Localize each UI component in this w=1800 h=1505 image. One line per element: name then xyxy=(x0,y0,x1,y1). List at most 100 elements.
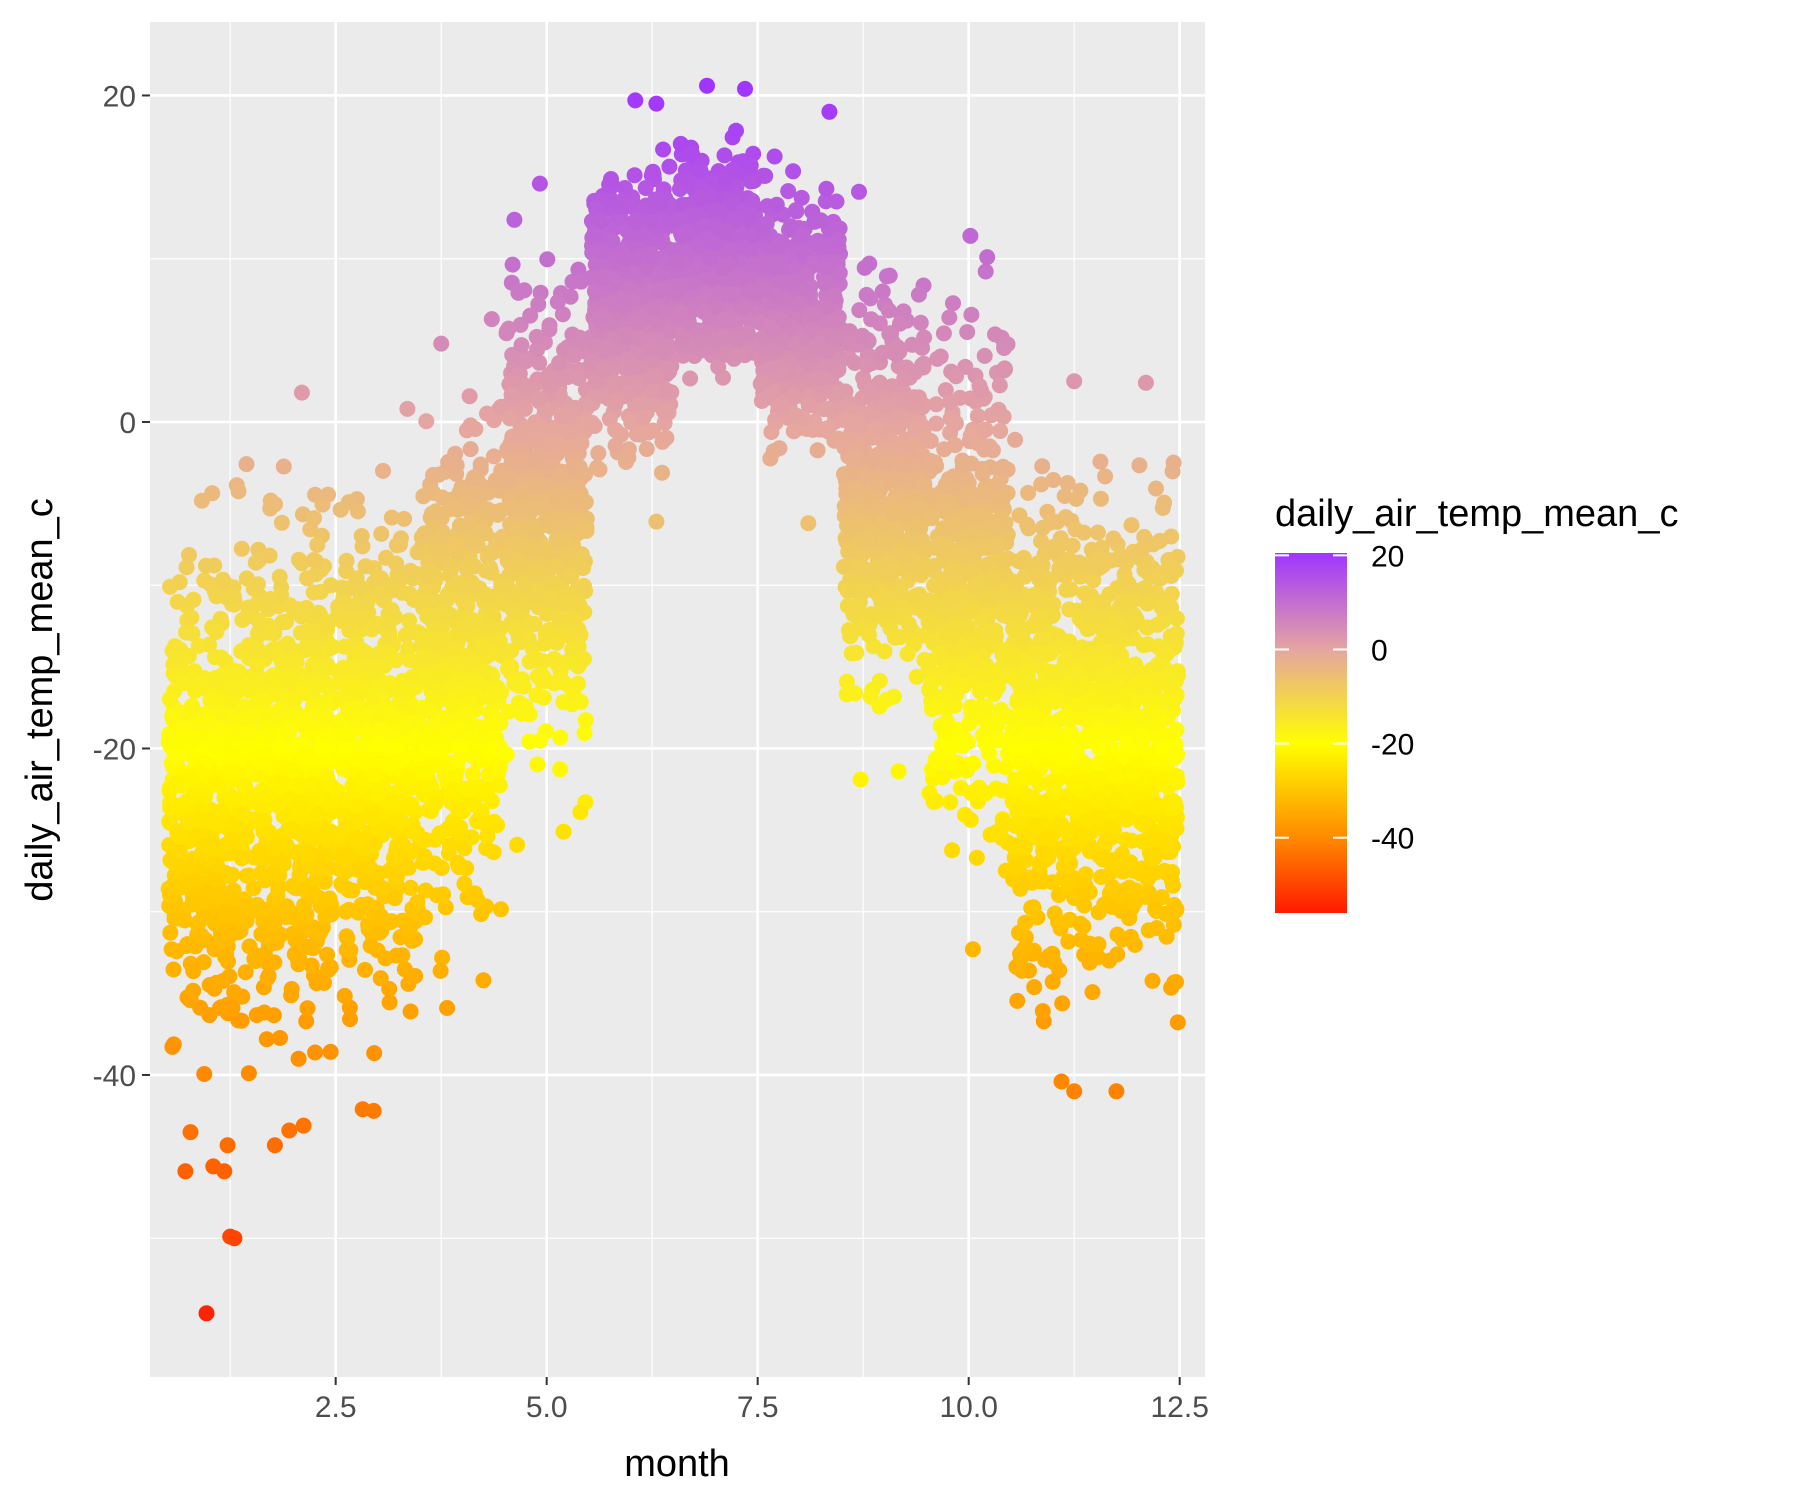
data-point xyxy=(210,777,226,793)
data-point xyxy=(384,602,400,618)
data-point xyxy=(463,417,479,433)
data-point xyxy=(389,537,405,553)
data-point xyxy=(439,821,455,837)
data-point xyxy=(574,435,590,451)
data-point xyxy=(563,404,579,420)
data-point xyxy=(542,592,558,608)
data-point xyxy=(259,1031,275,1047)
data-point xyxy=(272,569,288,585)
data-point xyxy=(164,1039,180,1055)
data-point xyxy=(900,646,916,662)
data-point xyxy=(506,676,522,692)
data-point xyxy=(586,337,602,353)
data-point xyxy=(846,449,862,465)
data-point xyxy=(455,593,471,609)
data-point xyxy=(320,961,336,977)
data-point xyxy=(729,332,745,348)
data-point-outlier xyxy=(199,1305,215,1321)
data-point xyxy=(892,316,908,332)
data-point xyxy=(449,457,465,473)
data-point xyxy=(298,907,314,923)
data-point xyxy=(627,215,643,231)
data-point xyxy=(627,167,643,183)
data-point xyxy=(401,771,417,787)
data-point xyxy=(467,885,483,901)
data-point xyxy=(807,306,823,322)
data-point xyxy=(276,459,292,475)
data-point xyxy=(541,322,557,338)
data-point xyxy=(647,192,663,208)
data-point xyxy=(246,849,262,865)
data-point xyxy=(459,561,475,577)
data-point xyxy=(568,491,584,507)
data-point xyxy=(185,872,201,888)
data-point xyxy=(520,543,536,559)
data-point xyxy=(353,683,369,699)
data-point-outlier xyxy=(648,96,664,112)
data-point xyxy=(819,240,835,256)
data-point xyxy=(576,578,592,594)
data-point xyxy=(376,676,392,692)
data-point xyxy=(594,363,610,379)
data-point xyxy=(323,1044,339,1060)
data-point xyxy=(857,583,873,599)
data-point xyxy=(369,735,385,751)
data-point xyxy=(300,847,316,863)
data-point xyxy=(527,565,543,581)
data-point xyxy=(261,728,277,744)
data-point xyxy=(363,938,379,954)
data-point xyxy=(806,214,822,230)
data-point xyxy=(550,294,566,310)
data-point xyxy=(264,496,280,512)
data-point xyxy=(814,370,830,386)
data-point xyxy=(424,506,440,522)
data-point xyxy=(726,347,742,363)
data-point xyxy=(279,898,295,914)
data-point xyxy=(567,347,583,363)
data-point xyxy=(371,865,387,881)
data-point xyxy=(185,788,201,804)
data-point xyxy=(221,867,237,883)
data-point xyxy=(808,340,824,356)
data-point xyxy=(772,367,788,383)
data-point xyxy=(794,227,810,243)
data-point xyxy=(515,400,531,416)
data-point xyxy=(207,871,223,887)
data-point xyxy=(847,481,863,497)
data-point xyxy=(262,548,278,564)
data-point xyxy=(170,731,186,747)
data-point xyxy=(863,311,879,327)
data-point xyxy=(576,651,592,667)
data-point xyxy=(185,963,201,979)
data-point xyxy=(415,700,431,716)
data-point xyxy=(474,640,490,656)
data-point xyxy=(480,588,496,604)
data-point xyxy=(429,887,445,903)
data-point xyxy=(913,315,929,331)
data-point xyxy=(418,413,434,429)
data-point xyxy=(526,589,542,605)
data-point-outlier xyxy=(399,401,415,417)
data-point xyxy=(264,759,280,775)
data-point xyxy=(382,994,398,1010)
data-point xyxy=(417,909,433,925)
data-point xyxy=(607,253,623,269)
data-point xyxy=(717,147,733,163)
data-point xyxy=(226,588,242,604)
data-point xyxy=(249,1007,265,1023)
data-point xyxy=(905,436,921,452)
data-point xyxy=(673,226,689,242)
data-point xyxy=(463,441,479,457)
data-point xyxy=(651,282,667,298)
data-point xyxy=(907,420,923,436)
data-point xyxy=(172,843,188,859)
data-point xyxy=(196,910,212,926)
data-point xyxy=(518,380,534,396)
data-point xyxy=(538,626,554,642)
data-point xyxy=(863,689,879,705)
data-point xyxy=(522,308,538,324)
data-point xyxy=(316,892,332,908)
data-point xyxy=(312,924,328,940)
data-point xyxy=(479,782,495,798)
data-point xyxy=(444,695,460,711)
